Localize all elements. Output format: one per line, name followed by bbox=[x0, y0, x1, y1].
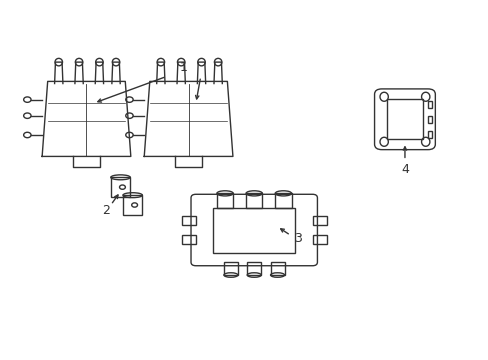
Text: 2: 2 bbox=[102, 204, 110, 217]
Text: 3: 3 bbox=[293, 233, 301, 246]
Text: 1: 1 bbox=[180, 61, 187, 74]
Bar bbox=[217, 193, 233, 207]
Bar bbox=[312, 216, 326, 225]
Bar bbox=[213, 207, 294, 252]
Bar bbox=[427, 116, 431, 123]
Bar bbox=[247, 262, 261, 275]
Bar bbox=[182, 216, 196, 225]
Bar bbox=[427, 131, 431, 138]
Bar bbox=[182, 235, 196, 244]
Bar bbox=[245, 193, 262, 207]
Bar bbox=[224, 262, 237, 275]
Bar bbox=[386, 99, 422, 139]
Bar bbox=[270, 262, 284, 275]
Bar bbox=[275, 193, 291, 207]
Text: 4: 4 bbox=[400, 163, 408, 176]
Bar bbox=[427, 101, 431, 108]
Bar bbox=[312, 235, 326, 244]
